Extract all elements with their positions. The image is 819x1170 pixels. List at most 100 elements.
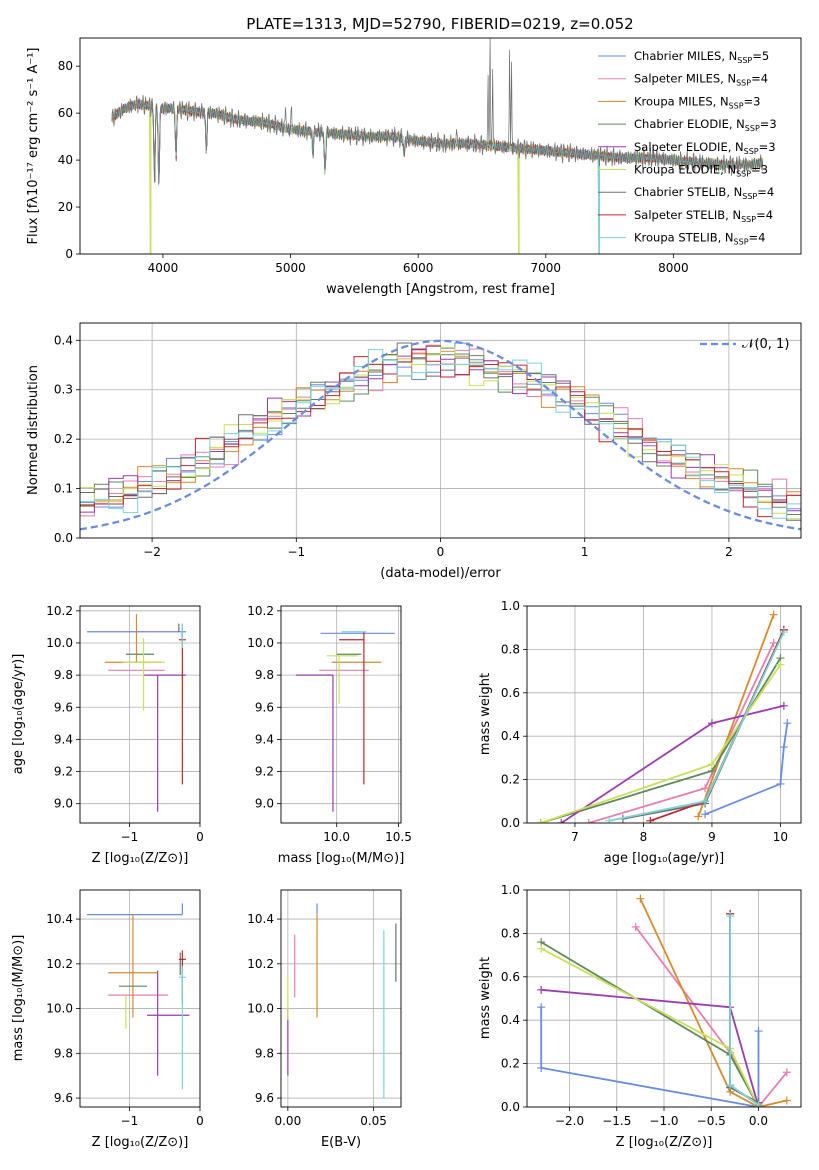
age-vs-mass-xlabel: mass [log₁₀(M/M⊙)] — [278, 851, 405, 866]
mass-vs-z-xtick-label: 0 — [196, 1114, 204, 1128]
residuals-xtick-label: 0 — [437, 545, 445, 559]
weight-vs-z-point-marker — [537, 1063, 546, 1072]
residuals-histogram-step — [80, 346, 801, 520]
age-vs-mass-frame — [280, 605, 402, 824]
spectrum-ytick-label: 40 — [58, 153, 73, 167]
weight-vs-age-ytick-label: 1.0 — [501, 599, 520, 613]
age-vs-mass-ytick-label: 9.6 — [255, 700, 274, 714]
weight-vs-z-ytick-label: 1.0 — [501, 883, 520, 897]
spectrum-xtick-label: 4000 — [148, 261, 179, 275]
weight-vs-age-ytick-label: 0.8 — [501, 642, 520, 656]
weight-vs-age-point-marker — [701, 784, 710, 793]
age-vs-mass-xtick-label: 10.0 — [323, 830, 350, 844]
spectrum-legend-label: Chabrier STELIB, NSSP=4 — [634, 185, 774, 201]
mass-vs-ebv-ytick-label: 9.8 — [255, 1046, 274, 1060]
mass-vs-ebv-ytick-label: 9.6 — [255, 1091, 274, 1105]
residuals-ytick-label: 0.2 — [54, 432, 73, 446]
weight-vs-z-plot-area — [527, 890, 801, 1107]
weight-vs-z-ytick-label: 0.6 — [501, 970, 520, 984]
age-vs-z-xtick-label: −1 — [121, 830, 139, 844]
spectrum-legend-label: Kroupa ELODIE, NSSP=3 — [634, 163, 768, 179]
age-vs-z-plot-area — [80, 606, 200, 823]
mass-vs-z-ytick-label: 10.0 — [46, 1002, 73, 1016]
spectrum-ytick-label: 20 — [58, 200, 73, 214]
spectrum-ytick-label: 80 — [58, 59, 73, 73]
spectrum-frame — [79, 37, 802, 255]
spectrum-legend-label: Kroupa MILES, NSSP=3 — [634, 94, 760, 110]
age-vs-mass-xtick-label: 10.5 — [385, 830, 412, 844]
weight-vs-z-xlabel: Z [log₁₀(Z/Z⊙)] — [616, 1135, 713, 1150]
weight-vs-z-point-marker — [782, 1068, 791, 1077]
age-vs-mass-plot-area — [281, 606, 401, 823]
spectrum-ytick-label: 60 — [58, 106, 73, 120]
weight-vs-age-xtick-label: 9 — [708, 830, 716, 844]
age-vs-z-frame — [79, 605, 201, 824]
residuals-ytick-label: 0.3 — [54, 383, 73, 397]
mass-vs-z-plot-area — [80, 890, 200, 1107]
residuals-xtick-label: −1 — [287, 545, 305, 559]
weight-vs-age-point-marker — [776, 660, 785, 669]
weight-vs-age-point-marker — [769, 638, 778, 647]
age-vs-mass-ytick-label: 9.4 — [255, 732, 274, 746]
spectrum-plot-area — [111, 38, 764, 254]
weight-vs-z-point-marker — [754, 1100, 763, 1107]
age-vs-mass-ytick-label: 10.2 — [247, 604, 274, 618]
weight-vs-age-ytick-label: 0.0 — [501, 816, 520, 830]
mass-vs-ebv-frame — [280, 889, 402, 1108]
age-vs-z-ytick-label: 9.6 — [54, 700, 73, 714]
residuals-xtick-label: −2 — [143, 545, 161, 559]
weight-vs-age-xtick-label: 8 — [640, 830, 648, 844]
mass-vs-z-xlabel: Z [log₁₀(Z/Z⊙)] — [92, 1135, 189, 1150]
weight-vs-age-xtick-label: 7 — [571, 830, 579, 844]
weight-vs-z-point-marker — [754, 1027, 763, 1036]
weight-vs-age-point-marker — [557, 819, 566, 823]
spectrum-xtick-label: 5000 — [275, 261, 306, 275]
weight-vs-age-point-marker — [783, 719, 792, 728]
weight-vs-age-point-marker — [694, 812, 703, 821]
mass-vs-ebv-xtick-label: 0.05 — [360, 1114, 387, 1128]
age-vs-z-ytick-label: 10.2 — [46, 604, 73, 618]
age-vs-z-ytick-label: 9.8 — [54, 668, 73, 682]
spectrum-ytick-label: 0 — [65, 247, 73, 261]
residuals-ytick-label: 0.0 — [54, 531, 73, 545]
spectrum-xtick-label: 6000 — [403, 261, 434, 275]
mass-vs-ebv-ytick-label: 10.2 — [247, 957, 274, 971]
residuals-frame — [79, 322, 802, 539]
weight-vs-age-xlabel: age [log₁₀(age/yr)] — [604, 851, 725, 866]
spectrum-ylabel: Flux [fλ10⁻¹⁷ erg cm⁻² s⁻¹ A⁻¹] — [26, 48, 41, 245]
spectrum-xtick-label: 7000 — [531, 261, 562, 275]
weight-vs-age-point-marker — [707, 719, 716, 728]
weight-vs-age-series-line — [704, 723, 789, 816]
residuals-ylabel: Normed distribution — [26, 365, 41, 495]
weight-vs-z-point-marker — [537, 1003, 546, 1012]
weight-vs-z-point-marker — [636, 894, 645, 903]
residuals-xtick-label: 2 — [725, 545, 733, 559]
spectrum-legend-label: Chabrier MILES, NSSP=5 — [634, 49, 769, 65]
age-vs-mass-ytick-label: 9.0 — [255, 797, 274, 811]
mass-vs-z-ytick-label: 9.6 — [54, 1091, 73, 1105]
spectrum-legend-label: Salpeter STELIB, NSSP=4 — [634, 208, 773, 224]
weight-vs-age-frame — [526, 605, 802, 824]
spectrum-legend-label: Salpeter ELODIE, NSSP=3 — [634, 140, 776, 156]
residuals-xlabel: (data-model)/error — [380, 566, 501, 581]
weight-vs-z-ytick-label: 0.0 — [501, 1100, 520, 1114]
age-vs-mass-ytick-label: 9.8 — [255, 668, 274, 682]
weight-vs-z-xtick-label: 0.0 — [749, 1114, 768, 1128]
age-vs-mass-ytick-label: 9.2 — [255, 765, 274, 779]
mass-vs-z-frame — [79, 889, 201, 1108]
age-vs-z-ytick-label: 10.0 — [46, 636, 73, 650]
residuals-histogram-step — [80, 349, 801, 519]
mass-vs-z-ylabel: mass [log₁₀(M/M⊙)] — [11, 935, 26, 1062]
weight-vs-z-ytick-label: 0.8 — [501, 926, 520, 940]
mass-vs-ebv-xtick-label: 0.00 — [274, 1114, 301, 1128]
weight-vs-age-ytick-label: 0.2 — [501, 773, 520, 787]
spectrum-legend-label: Salpeter MILES, NSSP=4 — [634, 72, 768, 88]
mass-vs-ebv-plot-area — [281, 890, 401, 1107]
mass-vs-ebv-ytick-label: 10.0 — [247, 1002, 274, 1016]
spectrum-xtick-label: 8000 — [658, 261, 689, 275]
residuals-xtick-label: 1 — [581, 545, 589, 559]
spectrum-legend-label: Kroupa STELIB, NSSP=4 — [634, 231, 765, 247]
residuals-histogram-step — [80, 342, 801, 510]
weight-vs-z-series-line — [540, 1007, 760, 1107]
